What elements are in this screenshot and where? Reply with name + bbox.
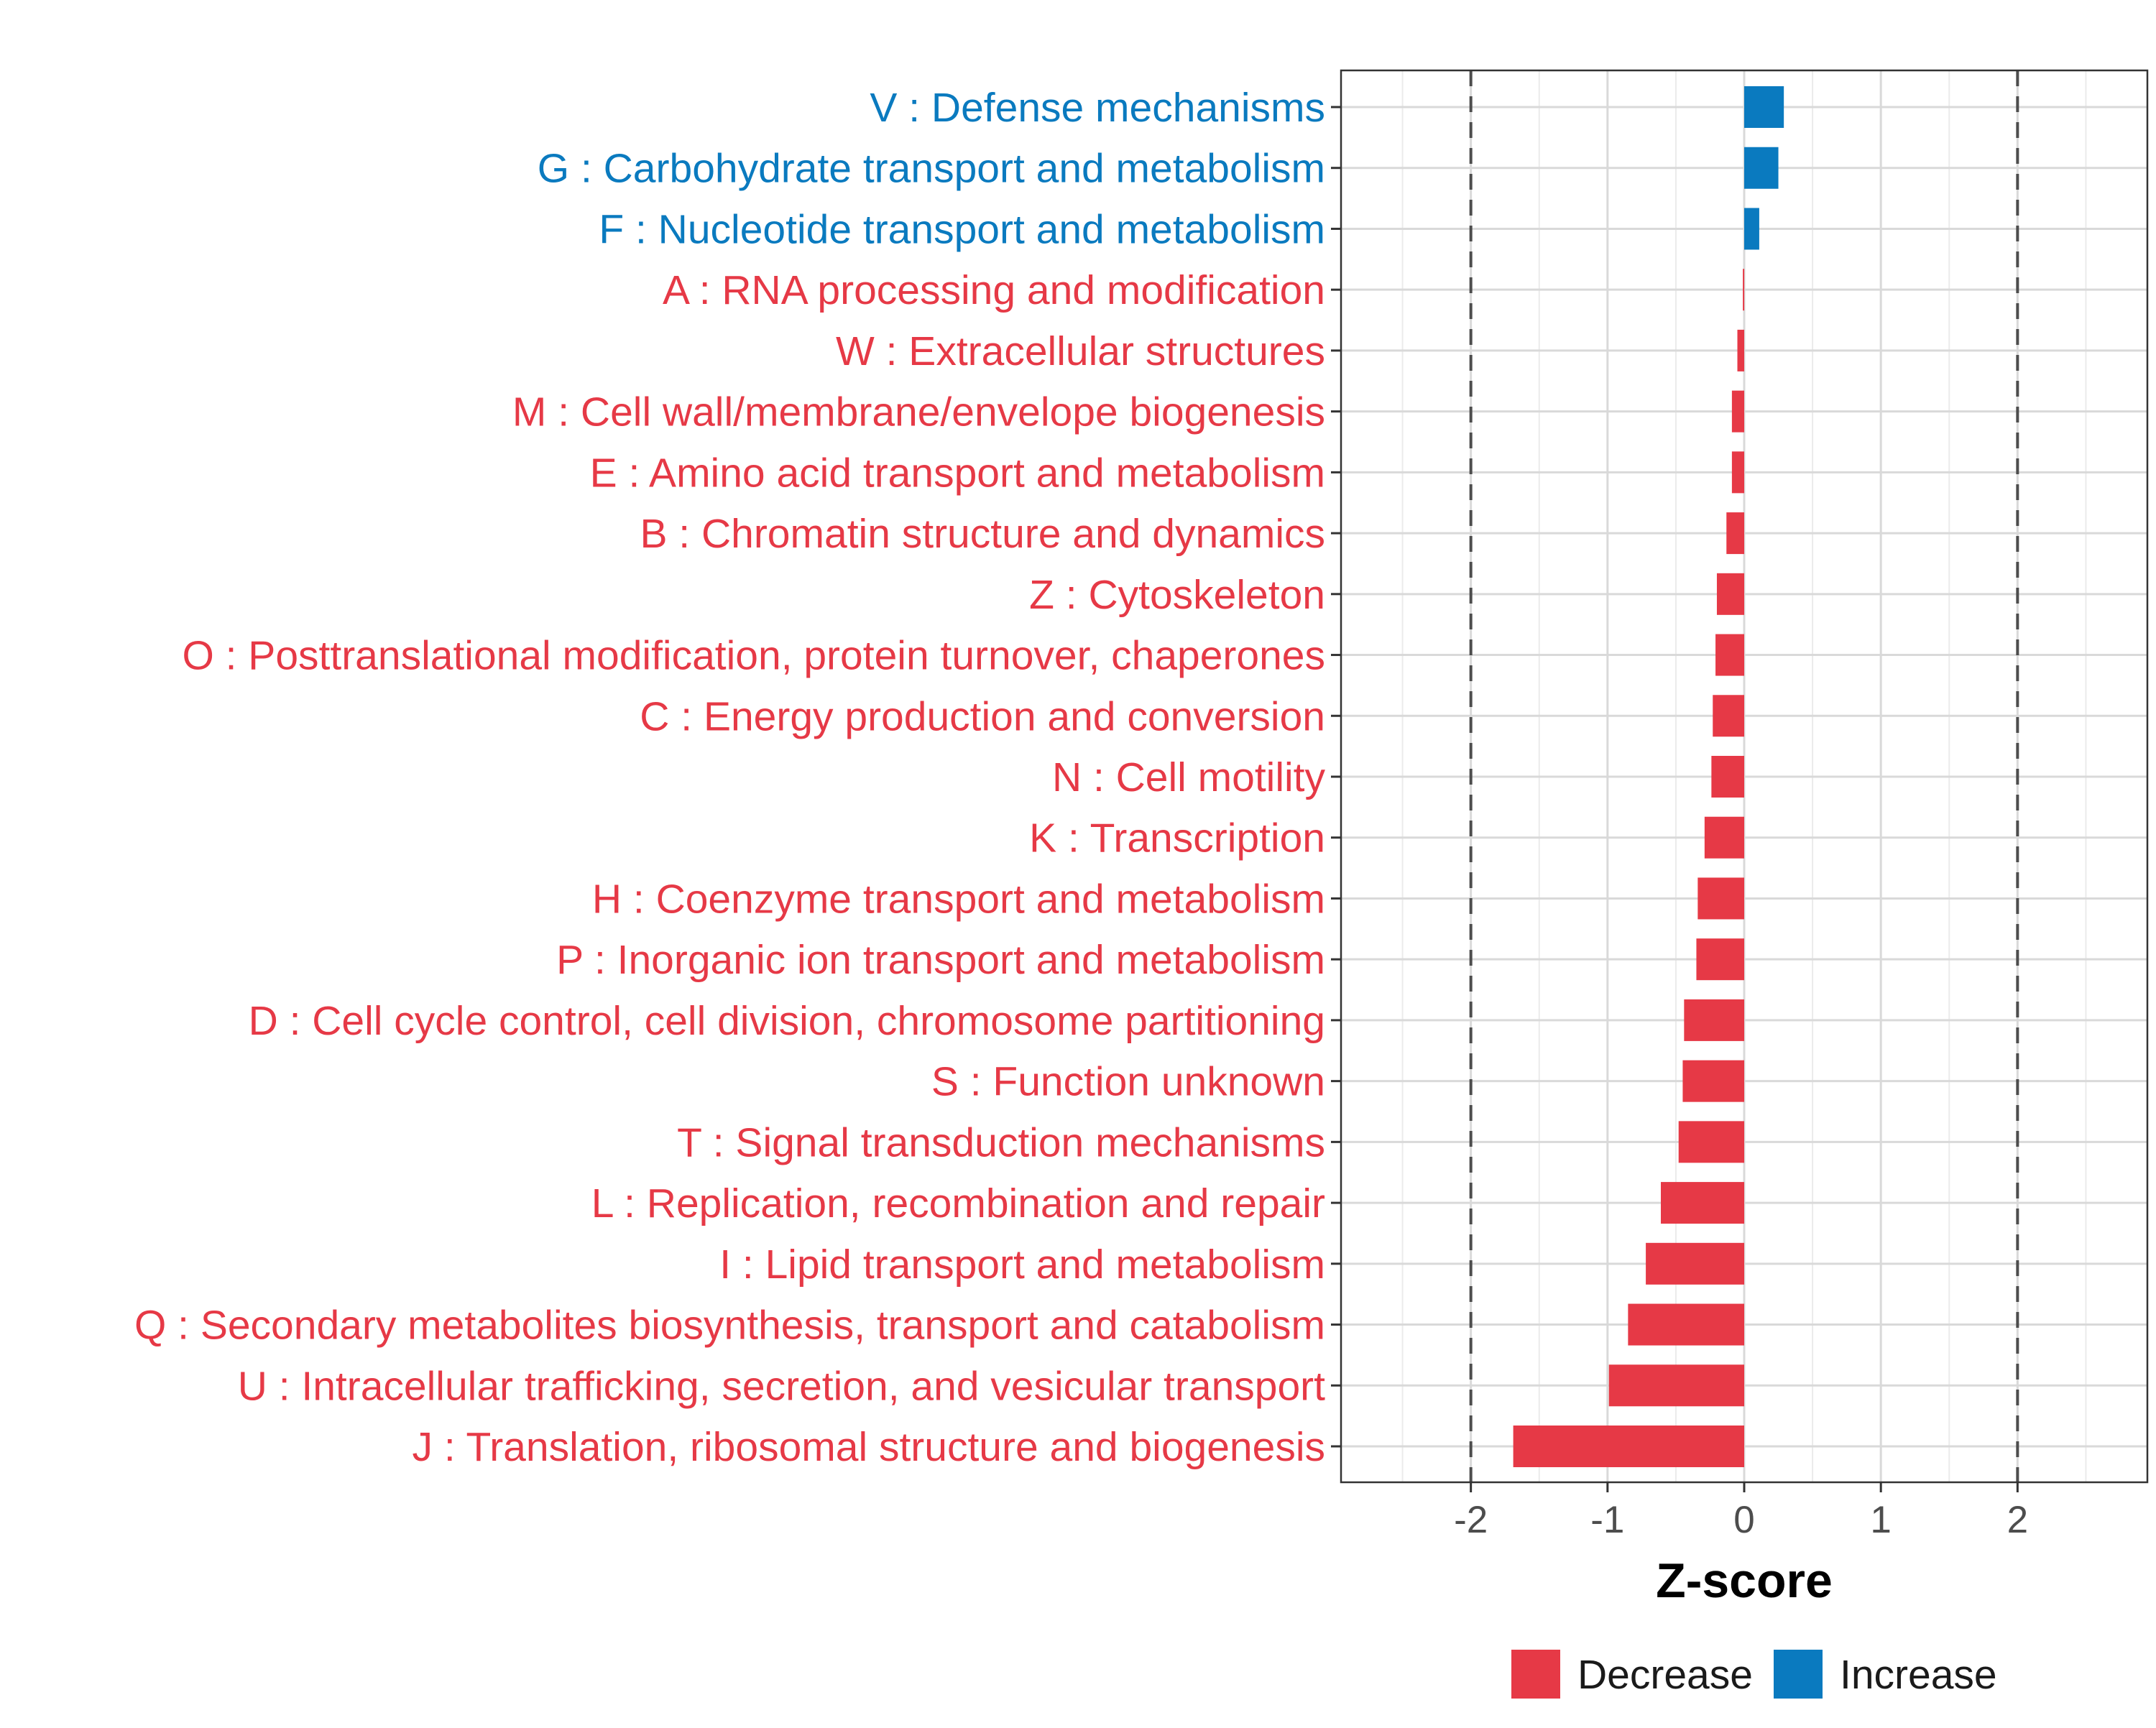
category-label: A : RNA processing and modification [663, 267, 1325, 313]
category-label: Q : Secondary metabolites biosynthesis, … [134, 1303, 1325, 1349]
bar-z [1716, 573, 1744, 615]
category-labels: V : Defense mechanisms G : Carbohydrate t… [134, 85, 1326, 1470]
bar-c [1713, 695, 1744, 737]
bar-l [1660, 1182, 1744, 1224]
bar-o [1715, 634, 1744, 676]
category-label: G : Carbohydrate transport and metabolis… [538, 146, 1325, 192]
reference-lines [1469, 70, 2019, 1482]
bar-u [1608, 1364, 1744, 1407]
bar-d [1684, 999, 1744, 1041]
category-label: L : Replication, recombination and repai… [591, 1181, 1325, 1226]
bar-s [1682, 1060, 1744, 1102]
category-label: C : Energy production and conversion [640, 693, 1325, 739]
bar-v [1744, 86, 1784, 128]
category-label: Z : Cytoskeleton [1029, 572, 1325, 618]
category-label: M : Cell wall/membrane/envelope biogenes… [512, 389, 1325, 435]
legend-swatch-decrease [1511, 1650, 1560, 1699]
x-axis-ticks: -2 -1 0 1 2 [1454, 1482, 2028, 1541]
x-tick-label: -1 [1590, 1499, 1624, 1541]
bar-f [1744, 208, 1759, 250]
bar-n [1711, 756, 1744, 798]
category-label: N : Cell motility [1052, 754, 1326, 800]
category-label: P : Inorganic ion transport and metaboli… [556, 937, 1325, 983]
legend-label-increase: Increase [1840, 1652, 1997, 1698]
category-label: O : Posttranslational modification, prot… [182, 633, 1325, 679]
bar-p [1696, 938, 1744, 981]
category-label: F : Nucleotide transport and metabolism [599, 206, 1325, 252]
category-label: K : Transcription [1029, 816, 1325, 861]
legend-label-decrease: Decrease [1577, 1652, 1753, 1698]
bars [1513, 86, 1784, 1467]
bar-k [1704, 816, 1744, 859]
category-label: H : Coenzyme transport and metabolism [592, 876, 1325, 922]
bar-m [1731, 390, 1744, 433]
category-label: S : Function unknown [931, 1059, 1325, 1105]
x-tick-label: -2 [1454, 1499, 1488, 1541]
x-axis-title: Z-score [1656, 1553, 1833, 1608]
category-label: V : Defense mechanisms [870, 85, 1325, 131]
bar-j [1513, 1426, 1744, 1467]
category-label: I : Lipid transport and metabolism [719, 1242, 1325, 1288]
bar-b [1726, 512, 1744, 555]
legend-swatch-increase [1774, 1650, 1823, 1699]
x-tick-label: 0 [1733, 1499, 1754, 1541]
bar-h [1697, 877, 1744, 920]
x-tick-label: 1 [1870, 1499, 1891, 1541]
category-label: E : Amino acid transport and metabolism [590, 450, 1325, 496]
bar-t [1678, 1121, 1744, 1163]
x-tick-label: 2 [2007, 1499, 2028, 1541]
category-label: J : Translation, ribosomal structure and… [413, 1424, 1325, 1470]
bar-w [1737, 329, 1744, 371]
bar-a [1743, 269, 1745, 311]
bar-i [1646, 1242, 1744, 1285]
category-label: D : Cell cycle control, cell division, c… [249, 998, 1325, 1044]
category-label: T : Signal transduction mechanisms [677, 1119, 1325, 1165]
bar-e [1731, 451, 1744, 494]
category-label: B : Chromatin structure and dynamics [640, 511, 1325, 557]
category-label: W : Extracellular structures [836, 328, 1325, 374]
bar-g [1744, 147, 1779, 189]
category-label: U : Intracellular trafficking, secretion… [238, 1363, 1325, 1409]
bar-q [1628, 1303, 1744, 1346]
legend: Decrease Increase [1511, 1650, 1997, 1699]
y-axis-ticks [1331, 106, 1341, 1448]
